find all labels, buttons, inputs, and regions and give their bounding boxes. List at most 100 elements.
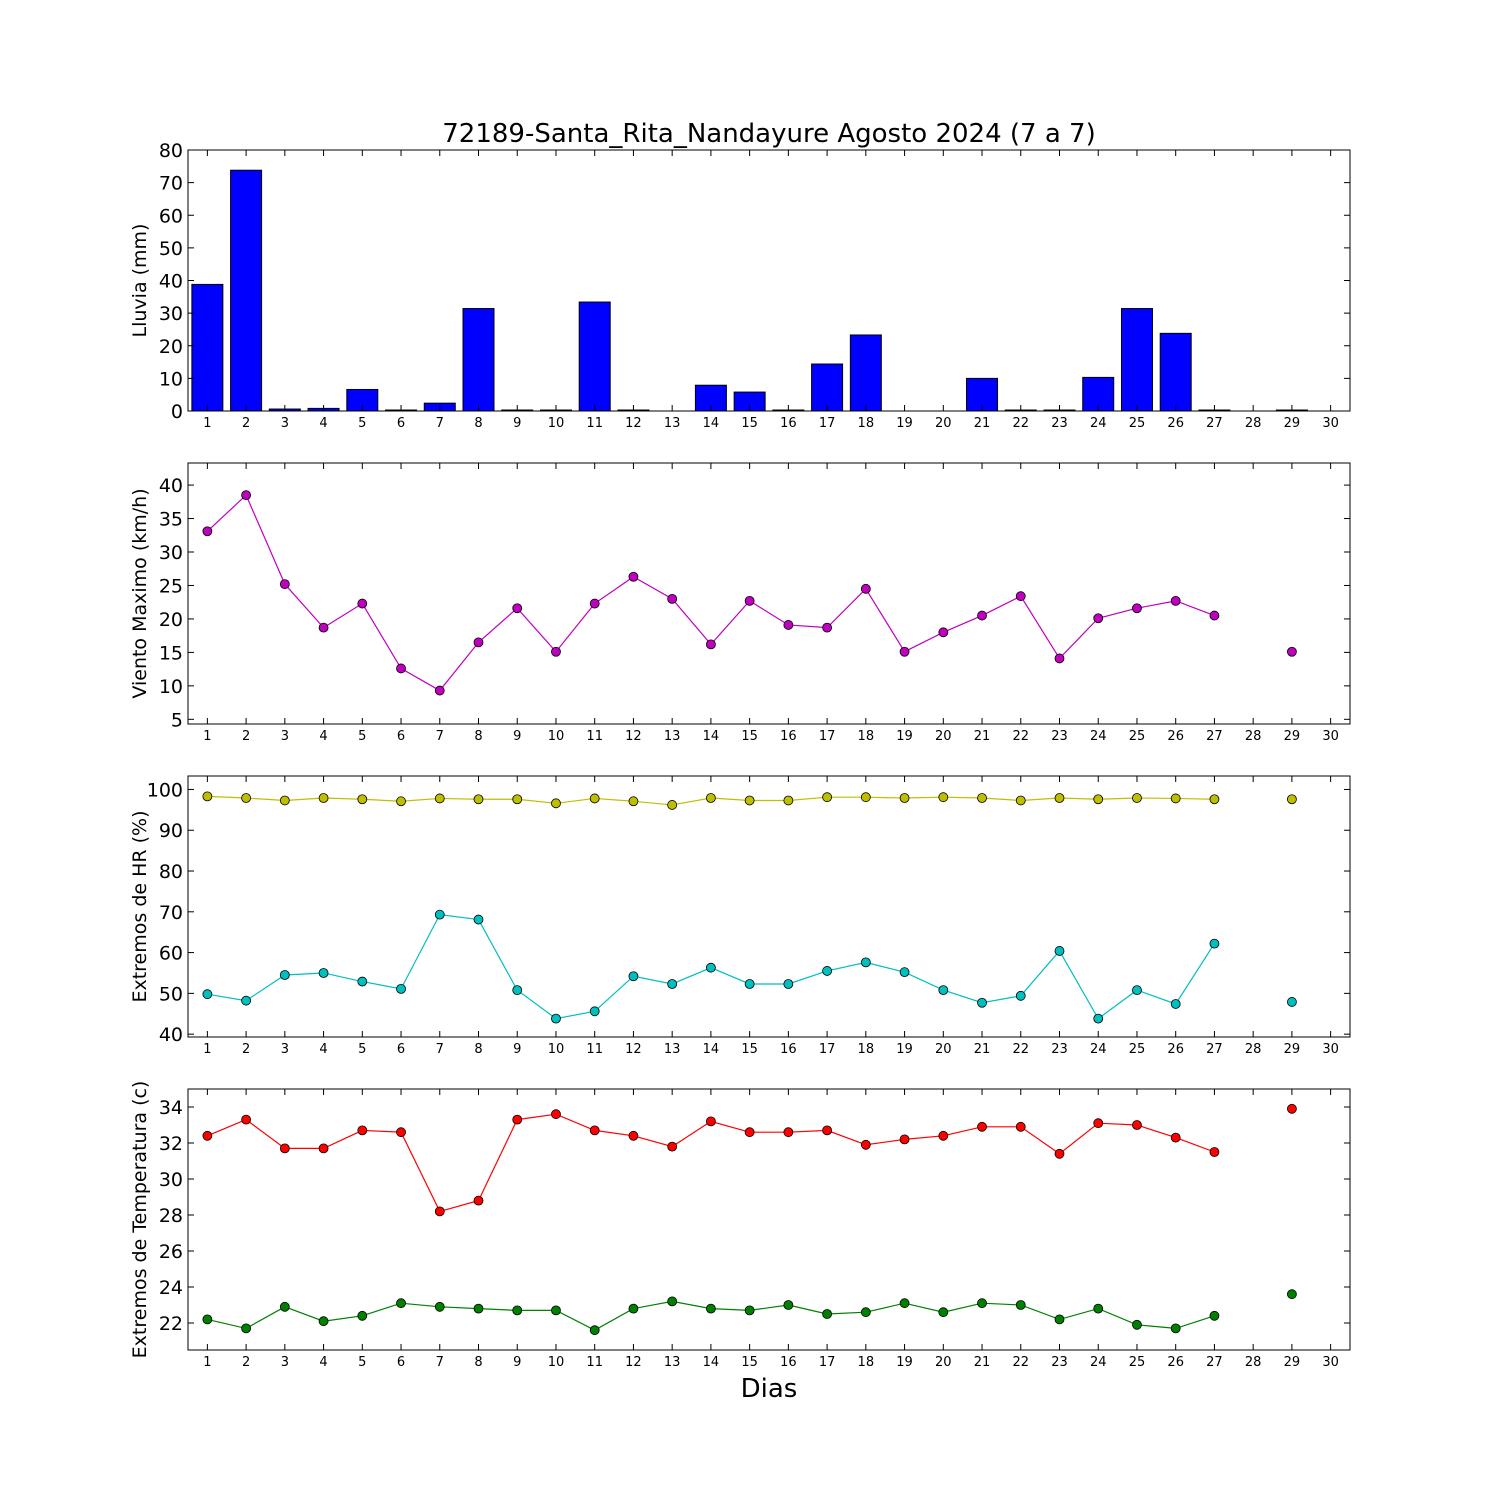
series-1-point-day-24: [1093, 613, 1104, 624]
x-tick-label: 2: [242, 1355, 250, 1370]
series-1-point-day-29: [1287, 1103, 1297, 1114]
series-1-point-day-18: [860, 583, 871, 594]
x-tick-label: 21: [974, 416, 991, 431]
series-2-point-day-21: [977, 1298, 987, 1309]
series-2-point-day-6: [396, 983, 406, 994]
series-1-point-day-26: [1170, 1132, 1181, 1143]
x-tick-label: 28: [1245, 729, 1262, 744]
x-tick-label: 29: [1284, 416, 1301, 431]
series-2-point-day-23: [1054, 946, 1065, 956]
x-tick-label: 9: [513, 729, 521, 744]
series-1-point-day-16: [783, 620, 794, 630]
series-1-point-day-18: [860, 1139, 871, 1150]
y-tick-label: 90: [159, 820, 183, 842]
series-1-point-day-14: [706, 1116, 716, 1127]
series-1-point-day-10: [551, 798, 561, 809]
x-tick-label: 30: [1322, 1042, 1339, 1057]
x-tick-label: 4: [319, 729, 327, 744]
y-tick-label: 50: [159, 238, 183, 260]
series-1-point-day-23: [1054, 653, 1065, 664]
y-tick-label: 26: [159, 1241, 183, 1263]
series-1-point-day-18: [860, 792, 871, 803]
y-tick-label: 40: [159, 475, 183, 497]
series-1-point-day-11: [589, 598, 600, 609]
series-2-point-day-13: [667, 1296, 678, 1307]
series-2-point-day-4: [318, 968, 329, 978]
series-2-point-day-25: [1132, 985, 1142, 996]
series-1-point-day-4: [318, 1143, 329, 1154]
panel-2-marks: [202, 490, 1297, 696]
x-tick-label: 22: [1012, 416, 1029, 431]
x-tick-label: 2: [242, 1042, 250, 1057]
series-1-point-day-25: [1132, 603, 1142, 614]
series-1-point-day-13: [667, 1141, 678, 1152]
x-tick-label: 12: [625, 729, 642, 744]
x-tick-label: 10: [548, 1355, 565, 1370]
x-tick-label: 4: [319, 416, 327, 431]
x-tick-label: 9: [513, 1042, 521, 1057]
x-tick-label: 21: [974, 729, 991, 744]
x-tick-label: 30: [1322, 729, 1339, 744]
series-2-point-day-12: [628, 1303, 639, 1314]
series-1-point-day-17: [822, 792, 832, 803]
x-tick-label: 18: [858, 729, 875, 744]
x-tick-label: 17: [819, 729, 836, 744]
x-tick-label: 27: [1206, 1355, 1223, 1370]
series-2-point-day-16: [783, 1300, 794, 1310]
series-1-point-day-10: [551, 1109, 561, 1120]
series-1-point-day-26: [1170, 595, 1181, 606]
y-tick-label: 40: [159, 1024, 183, 1046]
series-1-point-day-4: [318, 622, 329, 633]
series-1-point-day-2: [241, 793, 252, 803]
y-axis-label-2: Viento Maximo (km/h): [129, 488, 151, 698]
x-tick-label: 23: [1051, 416, 1068, 431]
x-tick-label: 10: [548, 416, 565, 431]
series-2-point-day-15: [744, 979, 755, 989]
series-1-point-day-12: [628, 796, 639, 807]
series-2-point-day-1: [202, 989, 213, 1000]
series-1-point-day-7: [434, 793, 445, 804]
series-2-point-day-2: [241, 995, 252, 1006]
x-tick-label: 1: [203, 416, 211, 431]
y-tick-label: 70: [159, 902, 183, 924]
series-2-point-day-16: [783, 979, 794, 989]
x-tick-label: 28: [1245, 1355, 1262, 1370]
x-tick-label: 9: [513, 1355, 521, 1370]
series-1-point-day-8: [473, 794, 484, 805]
x-tick-label: 7: [436, 729, 444, 744]
series-1-point-day-20: [938, 627, 949, 638]
y-tick-label: 60: [159, 943, 183, 965]
x-tick-label: 20: [935, 1355, 952, 1370]
series-2-point-day-19: [899, 967, 910, 978]
y-axis-label-1: Lluvia (mm): [129, 224, 151, 338]
x-tick-label: 13: [664, 729, 681, 744]
series-1-point-day-8: [473, 1195, 484, 1206]
series-1-point-day-27: [1209, 1147, 1220, 1157]
x-tick-label: 6: [397, 729, 405, 744]
x-tick-label: 17: [819, 1355, 836, 1370]
series-1-point-day-25: [1132, 1120, 1142, 1130]
x-tick-label: 20: [935, 729, 952, 744]
x-tick-label: 29: [1284, 1355, 1301, 1370]
x-tick-label: 23: [1051, 1355, 1068, 1370]
x-tick-label: 24: [1090, 416, 1107, 431]
series-1-point-day-23: [1054, 1148, 1065, 1159]
series-1-point-day-19: [899, 646, 910, 657]
y-axis-label-3: Extremos de HR (%): [129, 810, 151, 1002]
y-tick-label: 20: [159, 609, 183, 631]
x-tick-label: 28: [1245, 416, 1262, 431]
x-tick-label: 4: [319, 1355, 327, 1370]
x-tick-label: 27: [1206, 416, 1223, 431]
series-1-point-day-25: [1132, 793, 1142, 803]
series-2-point-day-7: [434, 1301, 445, 1312]
series-1-point-day-5: [357, 794, 368, 805]
series-2-point-day-26: [1170, 1323, 1181, 1334]
series-2-point-day-18: [860, 1307, 871, 1318]
x-tick-label: 22: [1012, 729, 1029, 744]
series-1-point-day-10: [551, 646, 561, 657]
x-tick-label: 23: [1051, 1042, 1068, 1057]
